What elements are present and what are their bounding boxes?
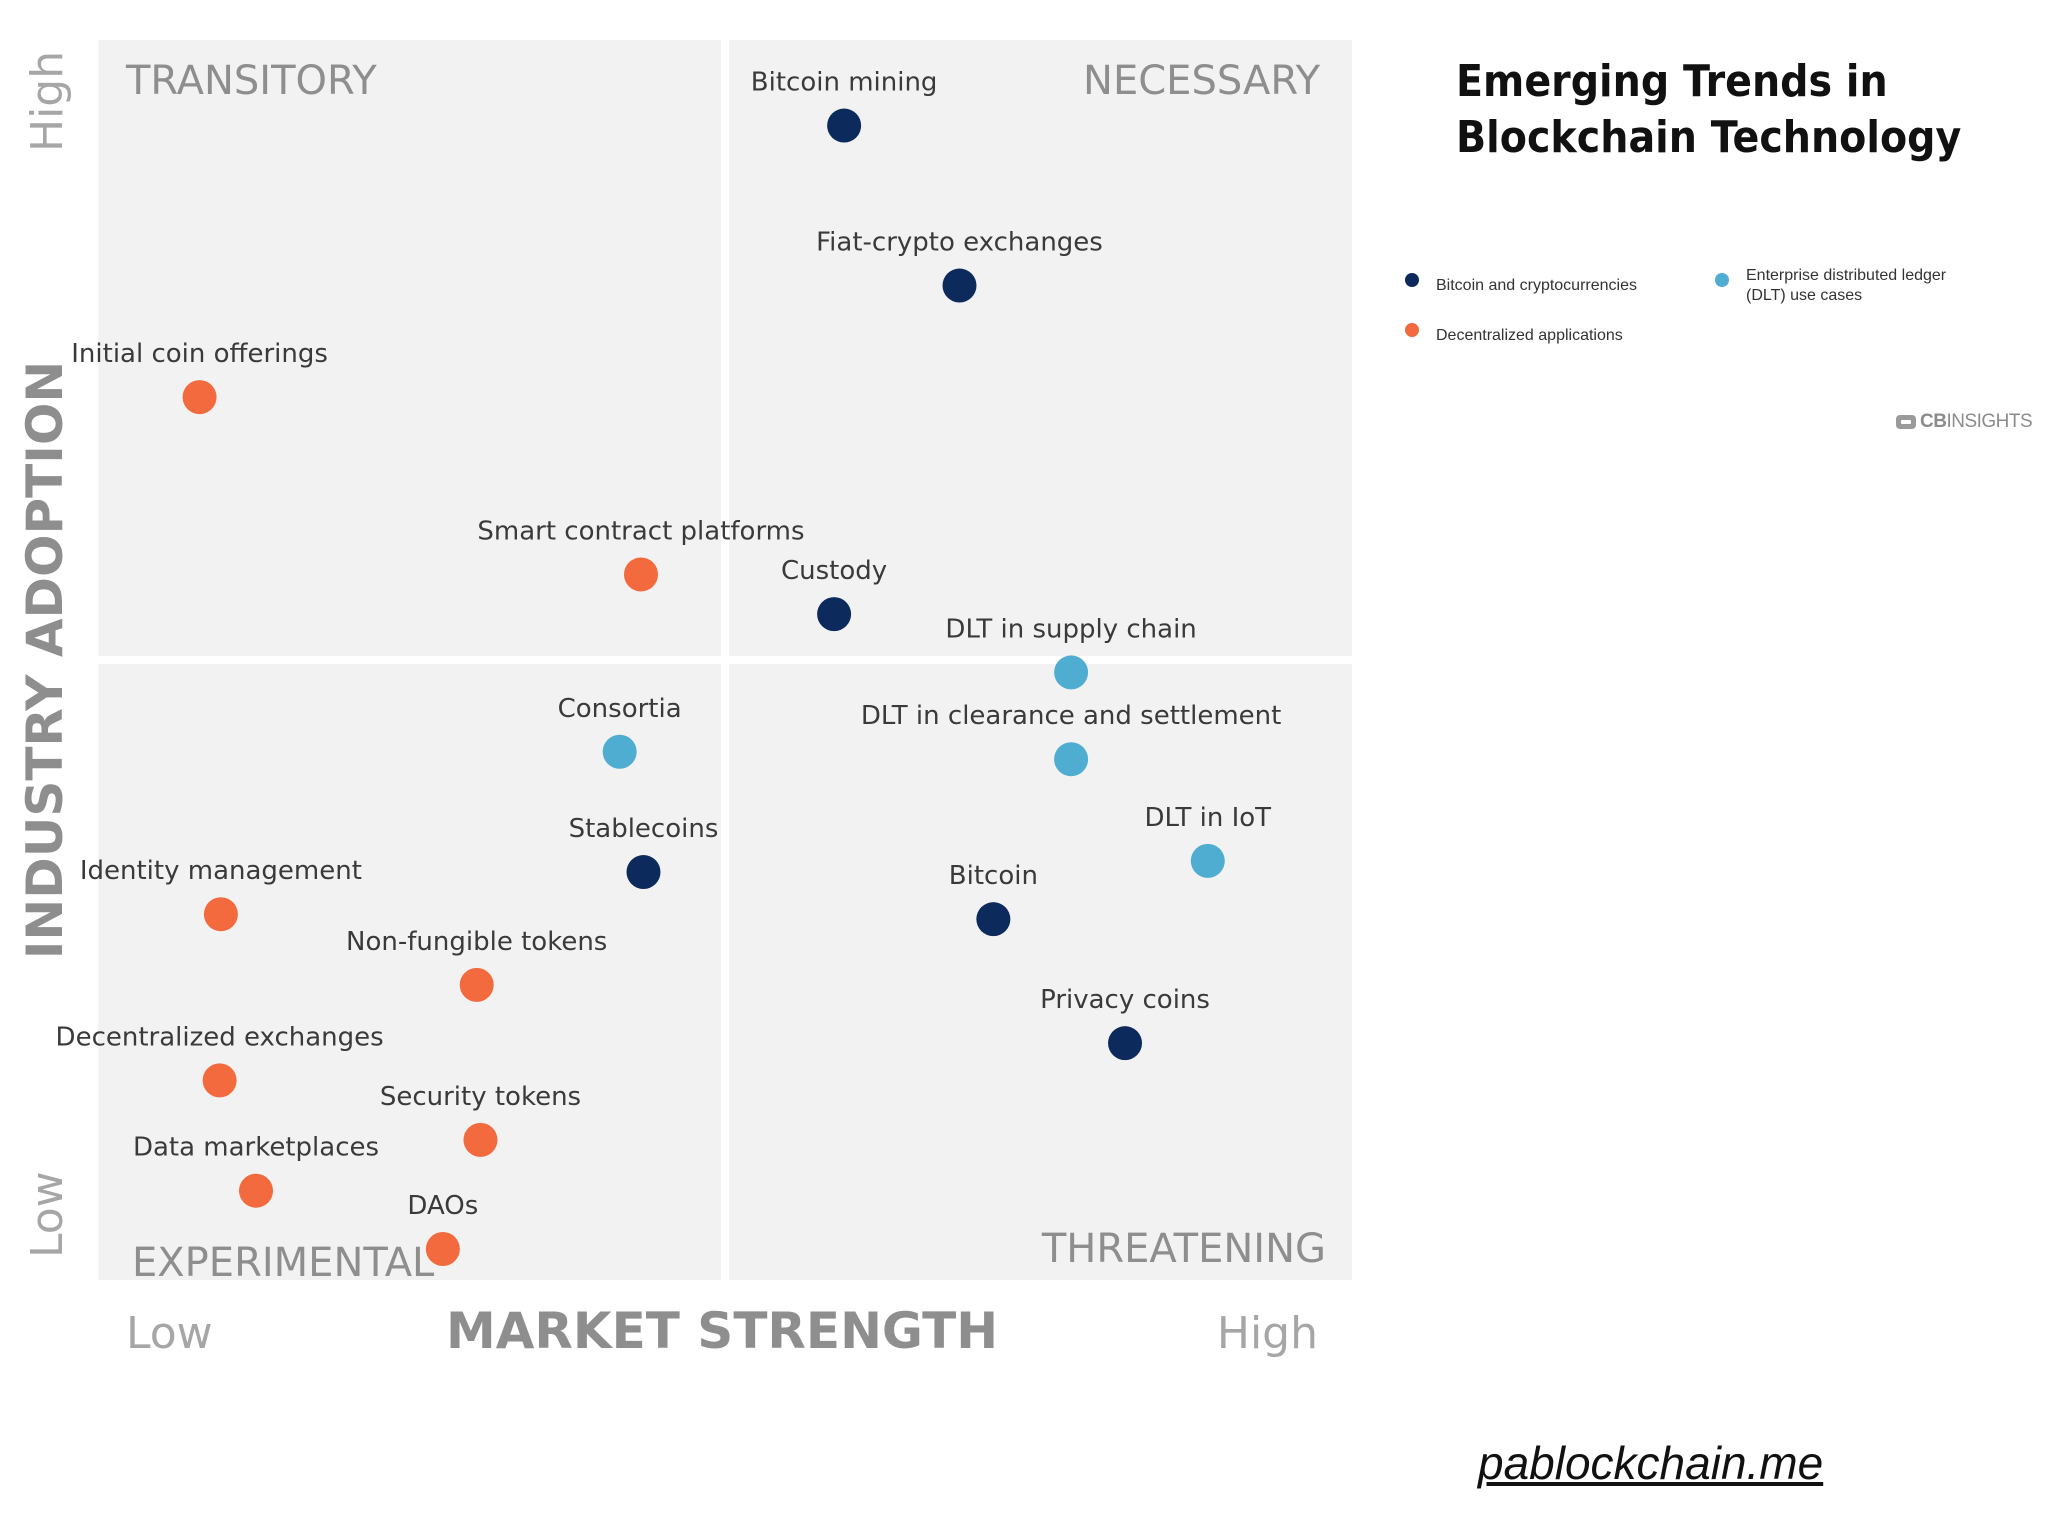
quadrant-panel-top-right	[729, 40, 1352, 656]
y-axis-title: INDUSTRY ADOPTION	[16, 361, 74, 959]
data-point-label-14: Privacy coins	[1040, 985, 1210, 1015]
legend-label-dapps: Decentralized applications	[1436, 327, 1623, 344]
chart-title-line-2: Blockchain Technology	[1456, 112, 1962, 163]
quadrant-label-transitory: TRANSITORY	[125, 58, 377, 104]
chart-points: Bitcoin mining Fiat-crypto exchanges Initi…	[56, 68, 1281, 1266]
legend-label-dlt-2: (DLT) use cases	[1746, 287, 1862, 304]
cbinsights-logo-text-cb: CB	[1920, 411, 1947, 432]
legend-label-dlt-1: Enterprise distributed ledger	[1746, 267, 1947, 284]
cbinsights-logo-icon	[1896, 415, 1916, 429]
data-point-9	[626, 855, 661, 890]
data-point-17	[239, 1173, 274, 1208]
x-axis-high-label: High	[1217, 1308, 1318, 1359]
data-point-15	[202, 1063, 237, 1098]
cbinsights-logo-text-insights: INSIGHTS	[1946, 411, 2033, 432]
data-point-4	[623, 557, 658, 592]
data-point-14	[1108, 1026, 1143, 1061]
data-point-label-13: Non-fungible tokens	[346, 927, 607, 957]
quadrant-label-necessary: NECESSARY	[1083, 58, 1321, 104]
data-point-label-9: Stablecoins	[569, 814, 719, 844]
data-point-label-2: Fiat-crypto exchanges	[816, 228, 1103, 258]
data-point-3	[182, 380, 217, 415]
data-point-12	[976, 902, 1011, 937]
data-point-label-5: Custody	[781, 556, 887, 586]
chart-title-line-1: Emerging Trends in	[1456, 56, 1888, 107]
legend-marker-crypto	[1405, 273, 1419, 287]
data-point-label-7: Consortia	[558, 694, 682, 724]
chart-title: Emerging Trends in Blockchain Technology	[1456, 54, 1962, 166]
quadrant-label-experimental: EXPERIMENTAL	[132, 1240, 435, 1286]
data-point-label-16: Security tokens	[380, 1082, 581, 1112]
data-point-label-8: DLT in clearance and settlement	[861, 701, 1281, 731]
quadrant-panel-top-left	[98, 40, 721, 656]
x-axis-title: MARKET STRENGTH	[446, 1302, 998, 1360]
data-point-5	[817, 597, 852, 632]
data-point-label-6: DLT in supply chain	[945, 614, 1196, 644]
data-point-label-17: Data marketplaces	[133, 1133, 379, 1163]
data-point-label-12: Bitcoin	[949, 861, 1038, 891]
data-point-label-1: Bitcoin mining	[751, 68, 938, 98]
data-point-10	[1190, 843, 1225, 878]
data-point-6	[1054, 655, 1089, 690]
data-point-label-11: Identity management	[80, 856, 362, 886]
y-axis-low-label: Low	[22, 1171, 73, 1258]
data-point-label-18: DAOs	[407, 1191, 478, 1221]
data-point-label-4: Smart contract platforms	[477, 516, 804, 546]
legend-marker-dapps	[1405, 323, 1419, 337]
footer-link[interactable]: pablockchain.me	[1478, 1437, 1824, 1489]
quadrant-panels	[98, 40, 1352, 1280]
y-axis-high-label: High	[22, 51, 73, 152]
data-point-7	[602, 734, 637, 769]
legend-marker-dlt	[1715, 273, 1729, 287]
data-point-13	[459, 967, 494, 1002]
data-point-label-10: DLT in IoT	[1145, 803, 1272, 833]
legend: Bitcoin and cryptocurrencies Decentralize…	[1405, 267, 1947, 344]
quadrant-label-threatening: THREATENING	[1041, 1226, 1326, 1272]
data-point-1	[827, 108, 862, 143]
data-point-2	[942, 268, 977, 303]
data-point-label-3: Initial coin offerings	[71, 339, 328, 369]
legend-label-crypto: Bitcoin and cryptocurrencies	[1436, 277, 1637, 294]
data-point-label-15: Decentralized exchanges	[56, 1022, 384, 1052]
data-point-11	[203, 897, 238, 932]
data-point-18	[425, 1232, 460, 1266]
data-point-16	[463, 1122, 498, 1157]
data-point-8	[1054, 742, 1089, 777]
x-axis-low-label: Low	[126, 1308, 213, 1359]
quadrant-panel-bottom-right	[729, 664, 1352, 1280]
cbinsights-logo: CB INSIGHTS	[1896, 410, 2033, 434]
